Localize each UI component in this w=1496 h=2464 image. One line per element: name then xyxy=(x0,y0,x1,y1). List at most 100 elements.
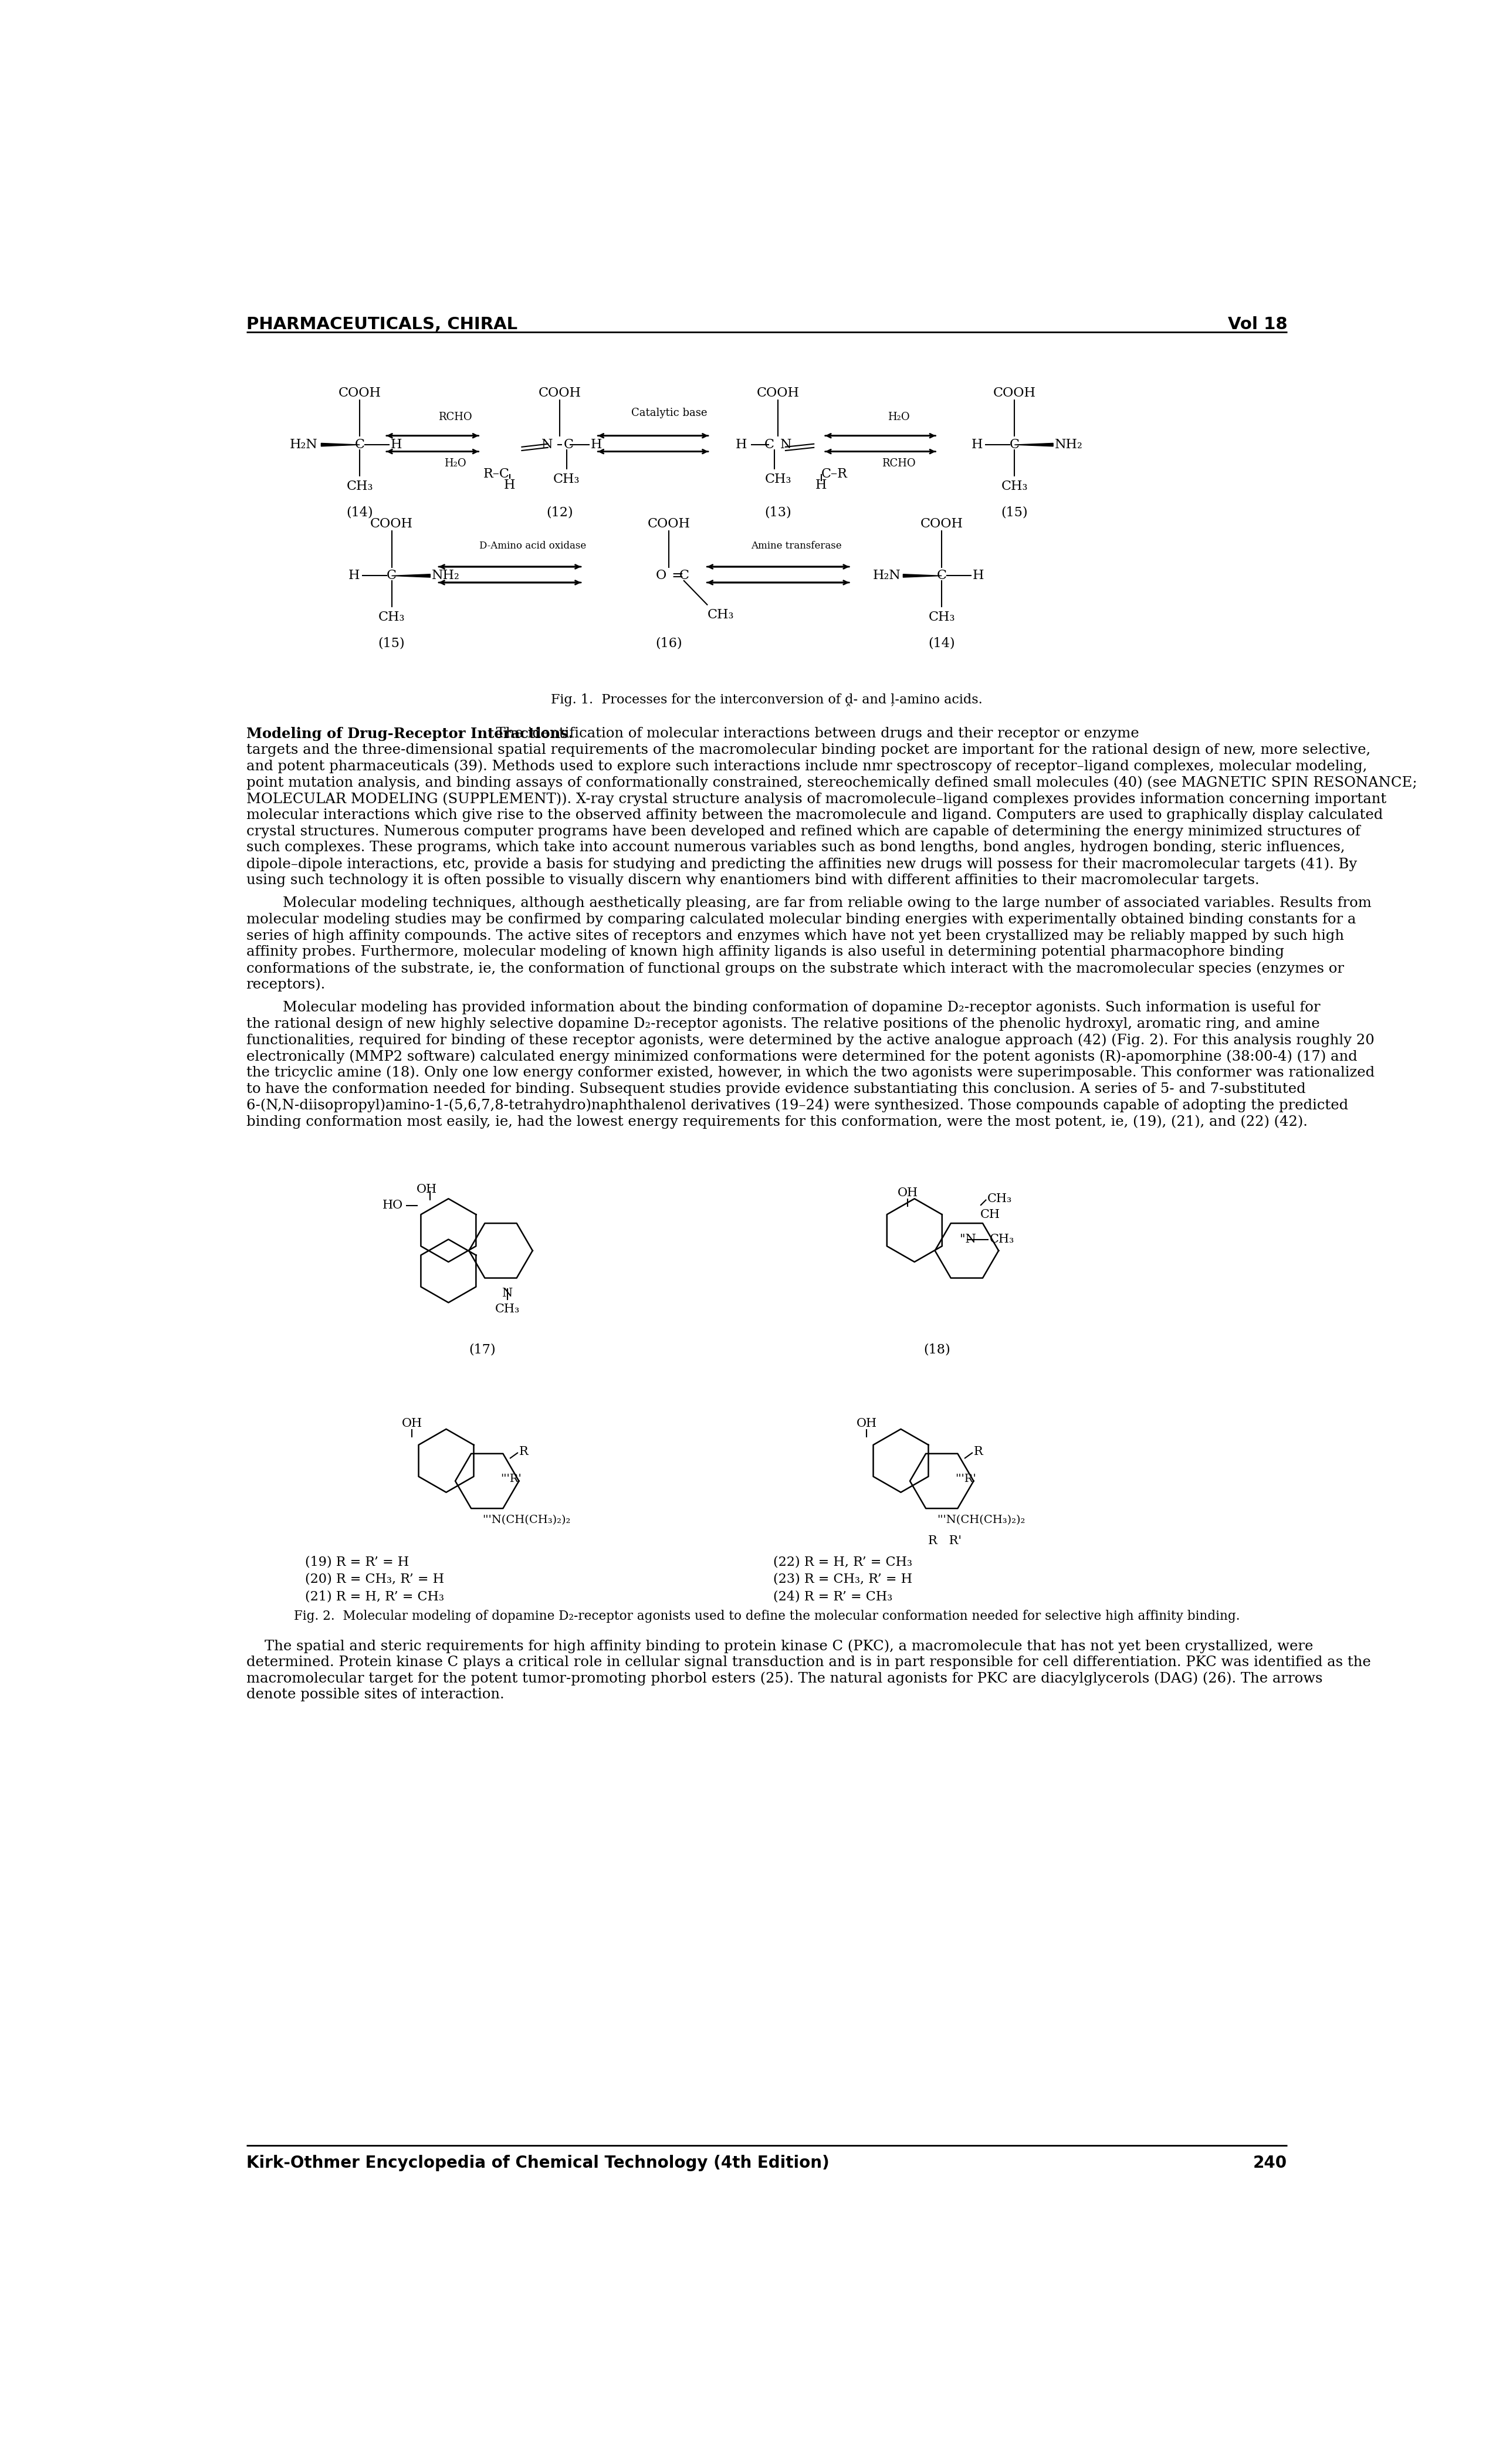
Text: point mutation analysis, and binding assays of conformationally constrained, ste: point mutation analysis, and binding ass… xyxy=(247,776,1417,788)
Text: (21) R = H, R’ = CH₃: (21) R = H, R’ = CH₃ xyxy=(305,1589,444,1602)
Text: The identification of molecular interactions between drugs and their receptor or: The identification of molecular interact… xyxy=(488,727,1140,742)
Text: (24) R = R’ = CH₃: (24) R = R’ = CH₃ xyxy=(773,1589,893,1602)
Text: COOH: COOH xyxy=(338,387,381,399)
Text: =: = xyxy=(672,569,684,582)
Text: determined. Protein kinase C plays a critical role in cellular signal transducti: determined. Protein kinase C plays a cri… xyxy=(247,1656,1370,1668)
Text: OH: OH xyxy=(416,1185,437,1195)
Polygon shape xyxy=(392,574,431,577)
Text: (17): (17) xyxy=(470,1343,495,1355)
Text: CH₃: CH₃ xyxy=(929,611,954,623)
Text: affinity probes. Furthermore, molecular modeling of known high affinity ligands : affinity probes. Furthermore, molecular … xyxy=(247,946,1284,958)
Text: macromolecular target for the potent tumor-promoting phorbol esters (25). The na: macromolecular target for the potent tum… xyxy=(247,1671,1322,1685)
Text: NH₂: NH₂ xyxy=(1055,439,1083,451)
Text: '''R': '''R' xyxy=(956,1473,977,1483)
Text: '''N(CH(CH₃)₂)₂: '''N(CH(CH₃)₂)₂ xyxy=(936,1515,1025,1525)
Text: H: H xyxy=(390,439,402,451)
Polygon shape xyxy=(322,444,359,446)
Text: D-Amino acid oxidase: D-Amino acid oxidase xyxy=(479,542,586,552)
Text: (18): (18) xyxy=(923,1343,950,1355)
Text: Catalytic base: Catalytic base xyxy=(631,409,708,419)
Text: H: H xyxy=(349,569,359,582)
Text: (15): (15) xyxy=(1001,505,1028,517)
Text: '''R': '''R' xyxy=(501,1473,522,1483)
Text: the rational design of new highly selective dopamine D₂-receptor agonists. The r: the rational design of new highly select… xyxy=(247,1018,1319,1030)
Text: H₂N: H₂N xyxy=(290,439,319,451)
Text: series of high affinity compounds. The active sites of receptors and enzymes whi: series of high affinity compounds. The a… xyxy=(247,929,1343,944)
Text: and potent pharmaceuticals (39). Methods used to explore such interactions inclu: and potent pharmaceuticals (39). Methods… xyxy=(247,759,1367,774)
Text: N: N xyxy=(542,439,554,451)
Text: MOLECULAR MODELING (SUPPLEMENT)). X-ray crystal structure analysis of macromolec: MOLECULAR MODELING (SUPPLEMENT)). X-ray … xyxy=(247,791,1387,806)
Text: receptors).: receptors). xyxy=(247,978,326,991)
Text: Fig. 2.  Molecular modeling of dopamine D₂-receptor agonists used to define the : Fig. 2. Molecular modeling of dopamine D… xyxy=(293,1609,1240,1624)
Text: PHARMACEUTICALS, CHIRAL: PHARMACEUTICALS, CHIRAL xyxy=(247,315,518,333)
Text: (13): (13) xyxy=(764,505,791,517)
Text: C: C xyxy=(386,569,396,582)
Text: H: H xyxy=(972,569,984,582)
Text: Fig. 1.  Processes for the interconversion of ḓ- and ļ-amino acids.: Fig. 1. Processes for the interconversio… xyxy=(551,692,983,707)
Text: CH₃: CH₃ xyxy=(378,611,405,623)
Text: denote possible sites of interaction.: denote possible sites of interaction. xyxy=(247,1688,504,1703)
Text: (14): (14) xyxy=(347,505,373,517)
Text: using such technology it is often possible to visually discern why enantiomers b: using such technology it is often possib… xyxy=(247,872,1260,887)
Text: O: O xyxy=(655,569,667,582)
Text: binding conformation most easily, ie, had the lowest energy requirements for thi: binding conformation most easily, ie, ha… xyxy=(247,1114,1308,1129)
Text: Molecular modeling has provided information about the binding conformation of do: Molecular modeling has provided informat… xyxy=(247,1000,1319,1015)
Text: (19) R = R’ = H: (19) R = R’ = H xyxy=(305,1555,410,1570)
Text: molecular modeling studies may be confirmed by comparing calculated molecular bi: molecular modeling studies may be confir… xyxy=(247,912,1355,926)
Text: NH₂: NH₂ xyxy=(432,569,459,582)
Text: dipole–dipole interactions, etc, provide a basis for studying and predicting the: dipole–dipole interactions, etc, provide… xyxy=(247,857,1357,870)
Text: H₂O: H₂O xyxy=(887,411,910,421)
Text: Molecular modeling techniques, although aesthetically pleasing, are far from rel: Molecular modeling techniques, although … xyxy=(247,897,1372,909)
Text: N: N xyxy=(503,1289,513,1299)
Text: Modeling of Drug-Receptor Interactions.: Modeling of Drug-Receptor Interactions. xyxy=(247,727,573,742)
Text: crystal structures. Numerous computer programs have been developed and refined w: crystal structures. Numerous computer pr… xyxy=(247,825,1360,838)
Text: CH₃: CH₃ xyxy=(347,480,373,493)
Text: to have the conformation needed for binding. Subsequent studies provide evidence: to have the conformation needed for bind… xyxy=(247,1082,1306,1096)
Text: targets and the three-dimensional spatial requirements of the macromolecular bin: targets and the three-dimensional spatia… xyxy=(247,744,1370,756)
Text: '''N(CH(CH₃)₂)₂: '''N(CH(CH₃)₂)₂ xyxy=(483,1515,571,1525)
Text: COOH: COOH xyxy=(993,387,1035,399)
Text: (22) R = H, R’ = CH₃: (22) R = H, R’ = CH₃ xyxy=(773,1555,913,1570)
Text: N: N xyxy=(781,439,791,451)
Text: CH: CH xyxy=(980,1210,1001,1220)
Text: (16): (16) xyxy=(655,636,682,650)
Text: RCHO: RCHO xyxy=(438,411,473,421)
Text: RCHO: RCHO xyxy=(881,458,916,468)
Text: CH₃: CH₃ xyxy=(764,473,791,485)
Text: CH₃: CH₃ xyxy=(554,473,580,485)
Polygon shape xyxy=(904,574,942,577)
Text: COOH: COOH xyxy=(648,517,690,530)
Text: "N: "N xyxy=(960,1234,977,1244)
Text: C: C xyxy=(764,439,775,451)
Text: R: R xyxy=(519,1446,528,1456)
Text: C: C xyxy=(679,569,690,582)
Text: such complexes. These programs, which take into account numerous variables such : such complexes. These programs, which ta… xyxy=(247,840,1345,855)
Text: H₂N: H₂N xyxy=(872,569,901,582)
Text: CH₃: CH₃ xyxy=(1001,480,1028,493)
Text: (23) R = CH₃, R’ = H: (23) R = CH₃, R’ = H xyxy=(773,1572,913,1587)
Text: CH₃: CH₃ xyxy=(495,1303,521,1316)
Text: (15): (15) xyxy=(378,636,405,650)
Text: R: R xyxy=(974,1446,983,1456)
Text: functionalities, required for binding of these receptor agonists, were determine: functionalities, required for binding of… xyxy=(247,1032,1375,1047)
Text: R   R': R R' xyxy=(928,1535,962,1547)
Text: C: C xyxy=(936,569,947,582)
Text: OH: OH xyxy=(898,1188,919,1198)
Text: Vol 18: Vol 18 xyxy=(1228,315,1287,333)
Text: H: H xyxy=(815,478,827,490)
Text: H: H xyxy=(591,439,603,451)
Text: C–R: C–R xyxy=(821,468,848,480)
Text: COOH: COOH xyxy=(539,387,582,399)
Text: OH: OH xyxy=(402,1417,422,1429)
Text: H₂O: H₂O xyxy=(444,458,467,468)
Text: molecular interactions which give rise to the observed affinity between the macr: molecular interactions which give rise t… xyxy=(247,808,1382,823)
Text: CH₃: CH₃ xyxy=(708,609,735,621)
Text: OH: OH xyxy=(856,1417,877,1429)
Text: C: C xyxy=(1010,439,1019,451)
Text: CH₃: CH₃ xyxy=(989,1234,1014,1244)
Polygon shape xyxy=(1014,444,1053,446)
Text: R–C: R–C xyxy=(483,468,510,480)
Text: H: H xyxy=(504,478,516,490)
Text: C: C xyxy=(355,439,365,451)
Text: HO: HO xyxy=(383,1200,402,1210)
